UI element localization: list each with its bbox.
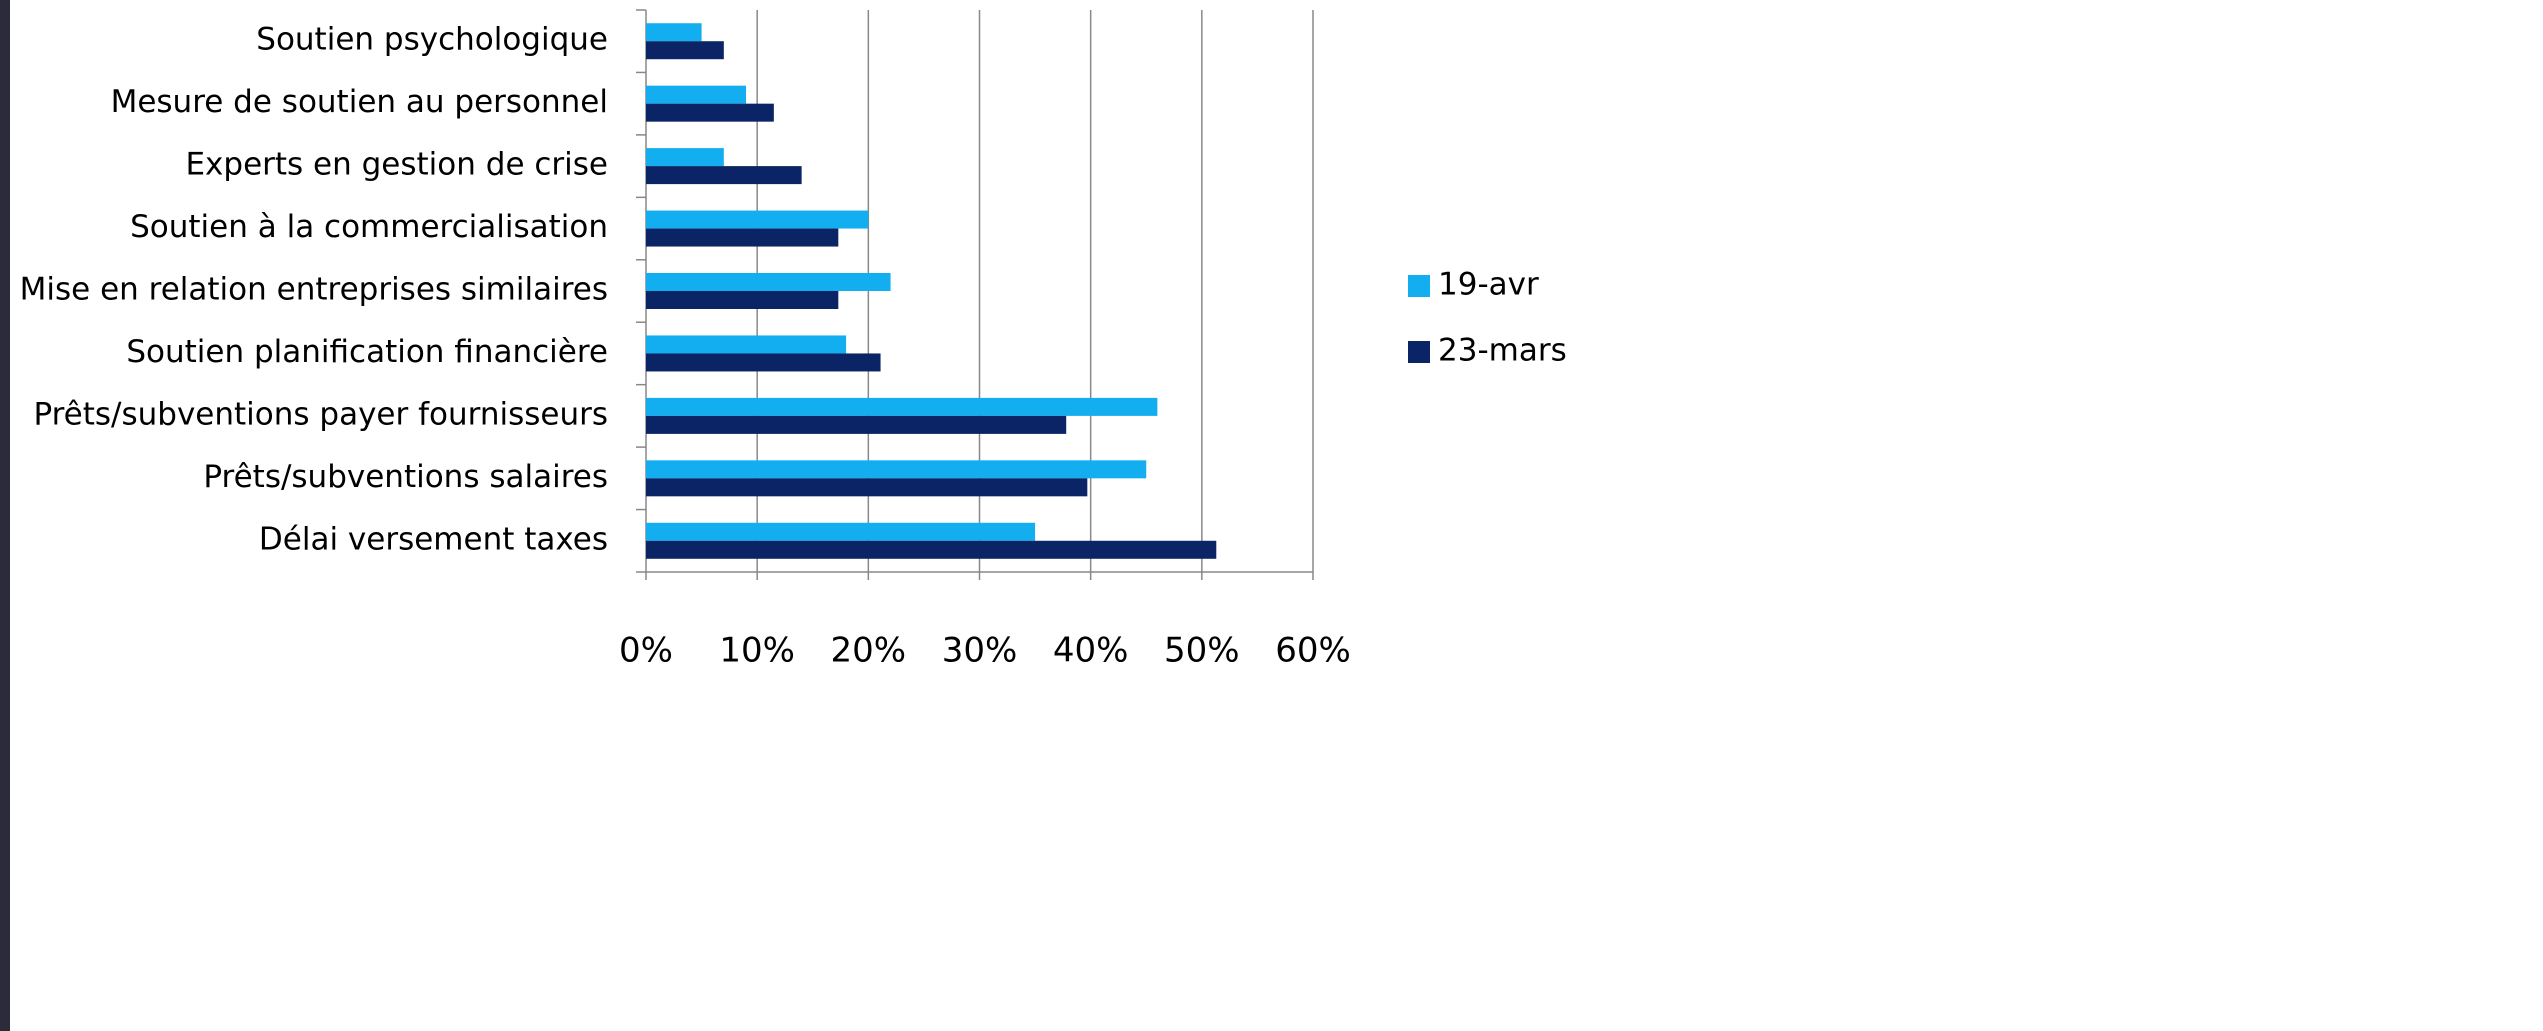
bar (646, 41, 724, 60)
bar (646, 103, 774, 122)
bar (646, 353, 881, 372)
y-tick-label: Soutien psychologique (256, 22, 608, 58)
bar (646, 460, 1147, 479)
bar (646, 397, 1158, 416)
edge-strip (0, 0, 10, 1031)
bar (646, 415, 1067, 434)
y-tick-label: Prêts/subventions salaires (203, 459, 608, 495)
x-tick-label: 30% (942, 631, 1018, 671)
x-tick-label: 60% (1275, 631, 1351, 671)
bar (646, 273, 891, 291)
y-tick-label: Soutien à la commercialisation (130, 209, 608, 245)
y-tick-label: Mise en relation entreprises similaires (20, 272, 608, 308)
y-tick-label: Mesure de soutien au personnel (111, 84, 608, 120)
x-tick-label: 0% (619, 631, 673, 671)
bar (646, 228, 839, 247)
bar (646, 85, 747, 104)
bar (646, 166, 802, 185)
legend-swatch (1408, 275, 1430, 297)
legend-swatch (1408, 341, 1430, 363)
legend-label: 19-avr (1438, 267, 1539, 303)
y-tick-label: Experts en gestion de crise (185, 147, 608, 183)
y-tick-label: Délai versement taxes (259, 521, 608, 557)
legend-label: 23-mars (1438, 333, 1567, 369)
y-tick-label: Prêts/subventions payer fournisseurs (33, 396, 608, 432)
bar (646, 210, 869, 229)
x-tick-label: 50% (1164, 631, 1240, 671)
x-tick-label: 40% (1053, 631, 1129, 671)
bar (646, 540, 1217, 559)
bar (646, 522, 1036, 541)
bar (646, 335, 847, 354)
x-tick-label: 20% (831, 631, 907, 671)
bar (646, 478, 1088, 497)
bar (646, 291, 839, 309)
bar (646, 148, 724, 167)
x-tick-label: 10% (719, 631, 795, 671)
bar (646, 23, 702, 42)
y-tick-label: Soutien planification financière (126, 334, 608, 370)
